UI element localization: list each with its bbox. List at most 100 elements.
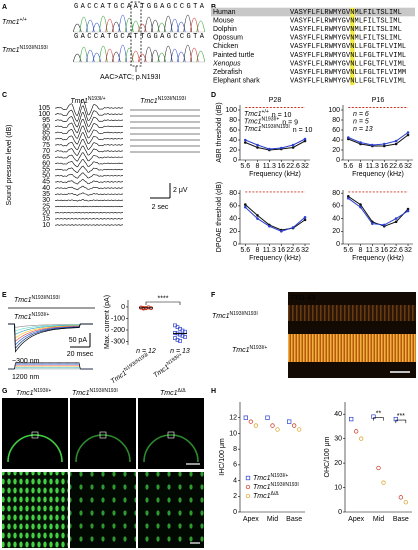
- x-tick-label: 5.6: [343, 247, 353, 254]
- legend-entry: n = 13: [353, 126, 373, 133]
- panel-label: C: [2, 92, 7, 99]
- stimulus-step: [8, 363, 93, 370]
- data-point: [245, 484, 251, 490]
- y-tick-label: 10: [334, 484, 342, 491]
- series-line: [348, 132, 409, 146]
- n-label: n = 12: [136, 348, 156, 355]
- data-point: [268, 224, 271, 228]
- gene: Tmc1: [244, 111, 262, 118]
- data-point: [270, 423, 275, 428]
- level-label: 25: [42, 203, 50, 210]
- legend-entry: n = 6: [353, 111, 369, 118]
- data-point: [292, 423, 297, 428]
- gene: Tmc1: [14, 297, 32, 304]
- data-point: [394, 142, 398, 146]
- data-point: [248, 419, 253, 424]
- x-tick-label: 22.6: [389, 247, 403, 254]
- fm-band-dim: [288, 305, 416, 321]
- level-label: 95: [42, 117, 50, 124]
- axis-label: Max. current (pA): [104, 295, 111, 349]
- y-tick-label: 12: [229, 415, 237, 422]
- sequence: VASYFLFLRWMYGVNMLFILTSLIML: [290, 9, 402, 17]
- data-point: [291, 226, 295, 229]
- abr-trace: [54, 98, 124, 116]
- current-trace: [8, 323, 93, 353]
- species: Painted turtle: [213, 52, 254, 59]
- legend-entry: Tmc1N193I/+ n = 9: [244, 117, 298, 126]
- gene: Tmc1: [232, 347, 250, 354]
- abr-trace: [54, 145, 124, 156]
- data-point: [279, 229, 283, 233]
- category-label: Tmc1N193I/+: [151, 352, 185, 379]
- allele: N193I/N193I: [32, 295, 60, 301]
- abr-trace: [54, 159, 124, 168]
- y-tick-label: 8: [233, 446, 237, 453]
- x-tick-label: 5.6: [240, 247, 250, 254]
- axis-label: Frequency (kHz): [249, 171, 301, 178]
- y-tick-label: 20: [334, 460, 342, 467]
- abr-trace: [54, 165, 124, 173]
- level-label: 70: [42, 148, 50, 155]
- plot-title: P28: [269, 97, 282, 104]
- stimulus-label: 1200 nm: [12, 374, 39, 381]
- legend-entry: n = 5: [353, 118, 369, 125]
- level-label: 65: [42, 154, 50, 161]
- y-tick-label: 20: [332, 228, 340, 235]
- panel-label: G: [2, 388, 8, 395]
- gene: Tmc1: [244, 118, 262, 125]
- x-tick-label: 22.6: [389, 163, 403, 170]
- chromatogram-peak: [137, 53, 147, 63]
- allele: +/+: [20, 17, 27, 23]
- level-label: 30: [42, 197, 50, 204]
- chromatogram-peak: [92, 52, 102, 63]
- series-line: [244, 206, 306, 232]
- genotype: Tmc1Δ/Δ: [160, 388, 186, 397]
- abr-trace: [54, 218, 124, 220]
- axis-label: Frequency (kHz): [249, 255, 301, 262]
- genotype: Tmc1N193I/+: [70, 96, 105, 105]
- sequence: VASYFLFLRWMYGVNLLFGLTFLVIML: [290, 43, 406, 51]
- data-point: [359, 203, 362, 206]
- genotype: Tmc1N193I/N193I: [14, 295, 60, 304]
- allele: N193I/N193I: [262, 124, 290, 130]
- data-point: [403, 500, 408, 505]
- x-tick-label: Base: [286, 516, 302, 523]
- hair-cell-image: [2, 472, 68, 548]
- data-point: [359, 141, 362, 144]
- data-point: [349, 416, 354, 422]
- genotype: Tmc1+/+: [2, 17, 27, 26]
- significance-bracket: [373, 417, 384, 421]
- level-label: 55: [42, 166, 50, 173]
- y-tick-label: 40: [229, 137, 237, 144]
- sequence: VASYFLFLRWMYGVNMLFILTSLIML: [290, 26, 402, 34]
- data-point: [141, 306, 146, 311]
- series-line: [348, 197, 409, 226]
- allele: N193I/N193I: [123, 352, 150, 373]
- n-label: n = 13: [170, 348, 190, 355]
- data-point: [256, 146, 259, 149]
- abr-trace: [54, 192, 124, 196]
- chromatogram-peak: [72, 53, 82, 63]
- level-label: 75: [42, 142, 50, 149]
- y-tick-label: -100: [111, 315, 125, 322]
- data-point: [245, 493, 251, 499]
- cochlea-image: [138, 398, 204, 469]
- panel-label: H: [211, 388, 216, 395]
- data-point: [256, 217, 259, 220]
- stain-label: Myo7a: [5, 401, 26, 408]
- data-point: [398, 495, 403, 500]
- y-tick-label: 0: [336, 241, 340, 248]
- significance: ****: [158, 295, 169, 302]
- x-tick-label: 16: [277, 247, 285, 254]
- genotype: Tmc1N193I/+: [232, 345, 267, 354]
- chromatogram-peak: [196, 50, 206, 63]
- scale-label: 50 pA: [69, 337, 88, 344]
- data-point: [243, 138, 247, 142]
- cochlea-arc: [7, 434, 63, 463]
- panel-label: E: [2, 292, 7, 299]
- plot-title: P16: [372, 97, 385, 104]
- x-tick-label: Apex: [243, 516, 259, 523]
- scale-label: 2 μV: [173, 187, 188, 194]
- abr-trace: [54, 172, 124, 179]
